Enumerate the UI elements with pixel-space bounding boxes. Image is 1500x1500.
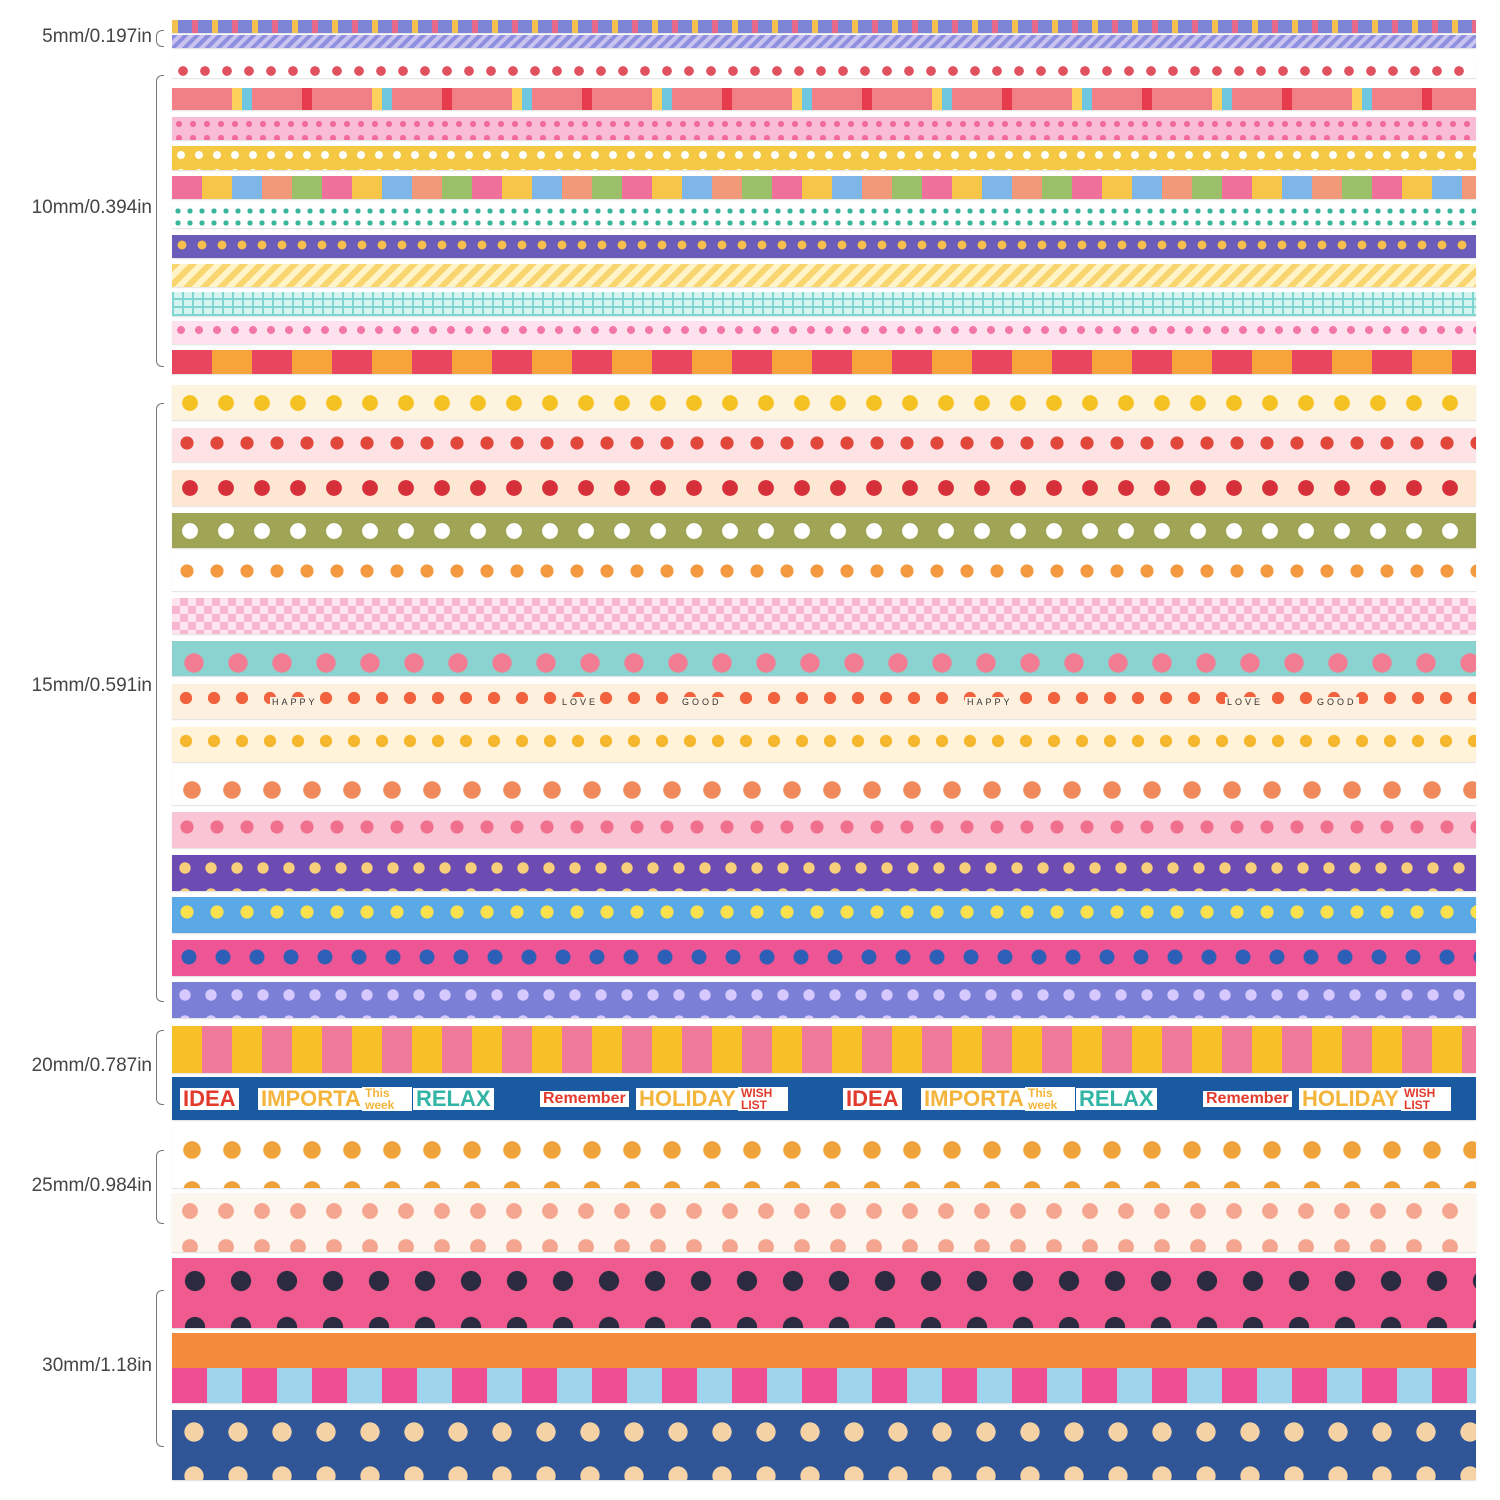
tape-word: RELAX — [1076, 1087, 1157, 1110]
tape — [172, 235, 1476, 258]
tape-word: Remember — [540, 1090, 629, 1107]
tape — [172, 727, 1476, 762]
tape — [172, 264, 1476, 287]
tape — [172, 292, 1476, 316]
tape — [172, 117, 1476, 140]
tape — [172, 470, 1476, 506]
tape — [172, 770, 1476, 805]
tape — [172, 176, 1476, 199]
tape-word: IMPORTANT — [258, 1087, 394, 1110]
tape — [172, 1193, 1476, 1252]
tape-word: IDEA — [843, 1087, 902, 1110]
tape-word: This week — [362, 1086, 412, 1111]
tape — [172, 982, 1476, 1018]
tape-word: HOLIDAY — [636, 1087, 739, 1110]
tape — [172, 513, 1476, 548]
size-label: 15mm/0.591in — [31, 675, 152, 696]
tape: HAPPY LOVE GOOD HAPPY LOVE GOOD — [172, 684, 1476, 719]
tape — [172, 35, 1476, 48]
size-label: 5mm/0.197in — [42, 26, 152, 47]
tape — [172, 940, 1476, 976]
bead-word: GOOD — [1315, 696, 1359, 707]
tape — [172, 1333, 1476, 1403]
bracket — [156, 403, 164, 1002]
tape-word: Remember — [1203, 1090, 1292, 1107]
size-label: 10mm/0.394in — [31, 197, 152, 218]
bracket — [156, 1290, 164, 1447]
tape — [172, 350, 1476, 374]
tape — [172, 812, 1476, 848]
tape — [172, 60, 1476, 78]
size-label: 25mm/0.984in — [31, 1175, 152, 1196]
tape-word: This week — [1025, 1086, 1075, 1111]
tape — [172, 428, 1476, 462]
tape — [172, 897, 1476, 933]
bracket — [156, 75, 164, 367]
tape — [172, 385, 1476, 420]
tape — [172, 598, 1476, 634]
tape-word: IMPORTANT — [921, 1087, 1057, 1110]
tape — [172, 146, 1476, 170]
size-label: 20mm/0.787in — [31, 1055, 152, 1076]
tape — [172, 20, 1476, 33]
bead-word: LOVE — [1225, 696, 1266, 707]
tape — [172, 641, 1476, 676]
bracket — [156, 1150, 164, 1224]
size-label: 30mm/1.18in — [42, 1355, 152, 1376]
tape — [172, 855, 1476, 891]
tape-word: WISH LIST — [1401, 1086, 1451, 1111]
tape — [172, 321, 1476, 344]
bead-word: HAPPY — [270, 696, 320, 707]
tape-word: WISH LIST — [738, 1086, 788, 1111]
tape — [172, 1258, 1476, 1328]
tape: IDEA IMPORTANT This week RELAX Remember HOLID… — [172, 1077, 1476, 1120]
tape-word: IDEA — [180, 1087, 239, 1110]
bracket — [156, 30, 164, 47]
bead-word: LOVE — [560, 696, 601, 707]
tape — [172, 205, 1476, 228]
bead-word: GOOD — [680, 696, 724, 707]
tape — [172, 1026, 1476, 1073]
bracket — [156, 1030, 164, 1105]
tape — [172, 1410, 1476, 1480]
bead-word: HAPPY — [965, 696, 1015, 707]
tape — [172, 1130, 1476, 1188]
tape-word: HOLIDAY — [1299, 1087, 1402, 1110]
tape-word: RELAX — [413, 1087, 494, 1110]
tape — [172, 556, 1476, 591]
tape — [172, 88, 1476, 110]
